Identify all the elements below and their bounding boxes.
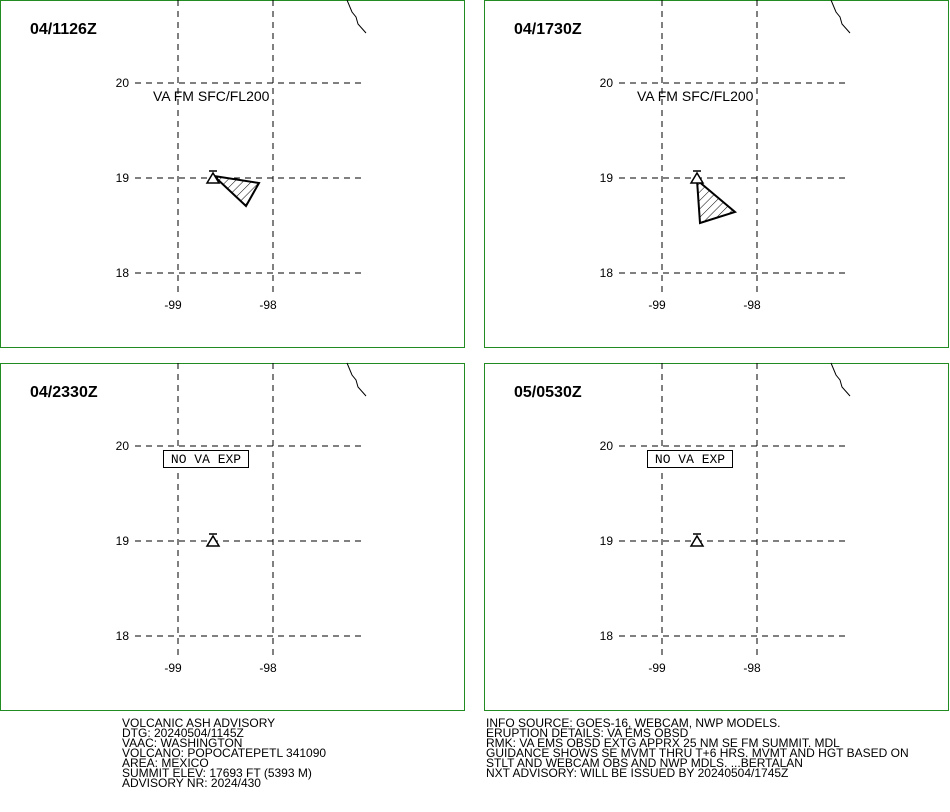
advisory-line: VOLCANO: POPOCATEPETL 341090	[122, 746, 326, 760]
advisory-line: DTG: 20240504/1145Z	[122, 726, 244, 740]
lat-label: 18	[116, 266, 130, 280]
volcano-symbol	[689, 533, 705, 547]
lon-label: -98	[259, 298, 277, 312]
panel-border	[0, 0, 465, 348]
advisory-line: INFO SOURCE: GOES-16, WEBCAM, NWP MODELS…	[486, 716, 781, 730]
panel-border	[484, 0, 949, 348]
panel-border	[0, 363, 465, 711]
lat-label: 19	[600, 171, 614, 185]
advisory-line: ADVISORY NR: 2024/430	[122, 776, 261, 790]
lat-label: 20	[116, 76, 130, 90]
lon-label: -99	[164, 298, 182, 312]
lat-label: 19	[116, 171, 130, 185]
annotation: NO VA EXP	[655, 452, 725, 467]
ash-area	[695, 177, 738, 225]
panel-border	[484, 363, 949, 711]
advisory-line: SUMMIT ELEV: 17693 FT (5393 M)	[122, 766, 312, 780]
volcano-symbol	[689, 170, 705, 184]
advisory-line: AREA: MEXICO	[122, 756, 209, 770]
coastline	[830, 0, 851, 34]
lon-label: -98	[743, 298, 761, 312]
lat-label: 19	[600, 534, 614, 548]
annotation: VA FM SFC/FL200	[153, 88, 270, 104]
advisory-line: VAAC: WASHINGTON	[122, 736, 242, 750]
valid-time: 04/1730Z	[514, 21, 582, 38]
map-panel: 20 19 18 -99 -98 04/2330Z NO VA EXP	[0, 362, 465, 711]
ash-area	[210, 174, 261, 208]
advisory-line: NXT ADVISORY: WILL BE ISSUED BY 20240504…	[486, 766, 788, 780]
lat-label: 20	[600, 76, 614, 90]
map-panel: 20 19 18 -99 -98 05/0530Z NO VA EXP	[484, 362, 949, 711]
lat-label: 18	[600, 629, 614, 643]
lat-label: 19	[116, 534, 130, 548]
map-panel: 20 19 18 -99 -98 04/1126Z VA FM SFC/FL200	[0, 0, 465, 348]
advisory-line: RMK: VA EMS OBSD EXTG APPRX 25 NM SE FM …	[486, 736, 840, 750]
volcano-symbol	[205, 533, 221, 547]
lat-label: 20	[116, 439, 130, 453]
advisory-line: ERUPTION DETAILS: VA EMS OBSD	[486, 726, 689, 740]
lon-label: -98	[259, 661, 277, 675]
lon-label: -99	[648, 298, 666, 312]
valid-time: 04/2330Z	[30, 384, 98, 401]
lon-label: -99	[648, 661, 666, 675]
coastline	[830, 362, 851, 397]
lat-label: 20	[600, 439, 614, 453]
coastline	[346, 0, 367, 34]
annotation-box	[647, 450, 733, 468]
annotation: NO VA EXP	[171, 452, 241, 467]
advisory-line: GUIDANCE SHOWS SE MVMT THRU T+6 HRS. MVM…	[486, 746, 909, 760]
volcano-symbol	[205, 170, 221, 184]
lon-label: -98	[743, 661, 761, 675]
advisory-line: VOLCANIC ASH ADVISORY	[122, 716, 275, 730]
lat-label: 18	[600, 266, 614, 280]
valid-time: 05/0530Z	[514, 384, 582, 401]
coastline	[346, 362, 367, 397]
annotation-box	[163, 450, 249, 468]
lat-label: 18	[116, 629, 130, 643]
map-panel: 20 19 18 -99 -98 04/1730Z VA FM SFC/FL200	[484, 0, 949, 348]
advisory-line: STLT AND WEBCAM OBS AND NWP MDLS. ...BER…	[486, 756, 803, 770]
lon-label: -99	[164, 661, 182, 675]
valid-time: 04/1126Z	[30, 21, 97, 38]
annotation: VA FM SFC/FL200	[637, 88, 754, 104]
